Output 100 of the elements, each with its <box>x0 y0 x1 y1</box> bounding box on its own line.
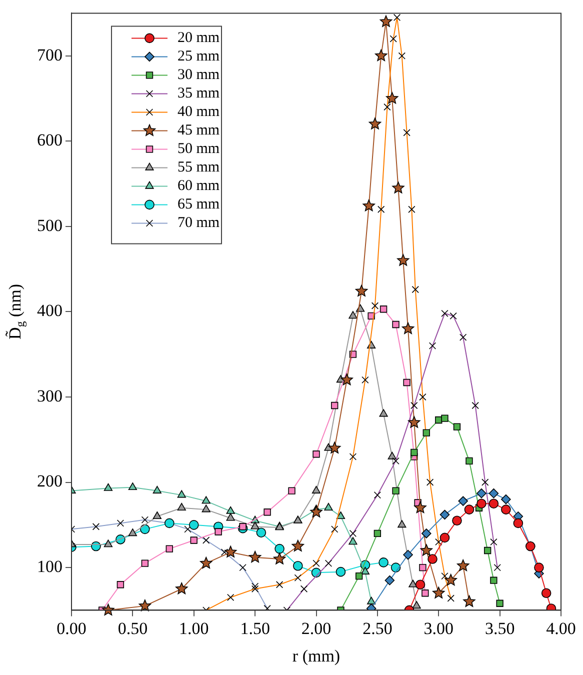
point <box>408 416 420 428</box>
point <box>402 322 414 334</box>
point <box>177 490 186 498</box>
point <box>292 540 304 552</box>
point <box>432 586 445 598</box>
point <box>496 600 504 607</box>
point <box>367 596 376 604</box>
point <box>422 429 430 436</box>
point <box>476 498 486 508</box>
point <box>264 508 271 516</box>
point <box>248 550 262 563</box>
point <box>288 487 296 494</box>
point <box>200 556 212 569</box>
point <box>397 254 410 266</box>
point <box>490 576 498 584</box>
point <box>214 528 222 536</box>
legend-label: 35 mm <box>178 86 220 102</box>
legend-label: 70 mm <box>178 215 220 232</box>
point <box>513 518 524 528</box>
point <box>310 506 322 518</box>
x-tick-label: 0.50 <box>118 618 148 638</box>
point <box>128 528 137 536</box>
point <box>273 552 286 564</box>
point <box>331 402 338 410</box>
point <box>398 520 406 528</box>
legend-label: 55 mm <box>178 160 220 176</box>
point <box>324 502 333 511</box>
point <box>202 504 210 512</box>
point <box>484 546 492 554</box>
point <box>420 544 432 556</box>
point <box>380 15 392 27</box>
point <box>226 506 235 514</box>
point <box>374 530 382 538</box>
point <box>356 572 363 580</box>
x-tick-label: 1.00 <box>179 618 209 638</box>
point <box>368 118 382 130</box>
point <box>488 498 499 508</box>
y-tick-label: 100 <box>37 557 62 576</box>
point <box>128 482 137 490</box>
x-axis-title: r (mm) <box>292 646 340 666</box>
x-tick-label: 3.50 <box>484 618 515 638</box>
x-tick-label: 0.00 <box>56 618 86 638</box>
point <box>415 580 426 590</box>
x-tick-label: 4.00 <box>546 618 576 638</box>
point <box>239 523 246 530</box>
x-tick-label: 2.00 <box>301 618 332 638</box>
point <box>463 595 476 607</box>
point <box>466 457 473 465</box>
point <box>476 488 486 498</box>
x-tick-label: 2.50 <box>362 618 392 638</box>
point <box>534 562 544 572</box>
point <box>152 511 162 520</box>
point <box>250 522 260 530</box>
legend-label: 20 mm <box>178 30 220 46</box>
point <box>414 501 426 514</box>
point <box>166 545 173 552</box>
x-tick-label: 1.50 <box>240 618 270 638</box>
point <box>453 423 461 430</box>
point <box>292 560 303 571</box>
point <box>176 582 188 594</box>
point <box>336 566 346 577</box>
point <box>421 528 432 538</box>
point <box>340 374 353 386</box>
point <box>224 546 237 558</box>
point <box>419 564 426 572</box>
point <box>458 496 468 506</box>
point <box>226 513 235 521</box>
legend-label: 45 mm <box>178 122 220 139</box>
point <box>388 452 396 460</box>
legend-label: 60 mm <box>178 178 220 194</box>
point <box>384 575 395 586</box>
point <box>380 306 388 313</box>
point <box>104 483 113 491</box>
x-tick-label: 3.00 <box>424 618 454 638</box>
point <box>464 504 474 514</box>
point <box>408 580 418 588</box>
point <box>412 601 421 609</box>
y-tick-label: 600 <box>37 130 62 150</box>
point <box>378 558 388 568</box>
point <box>348 537 358 545</box>
point <box>360 566 370 574</box>
point <box>501 494 511 504</box>
point <box>410 448 418 456</box>
point <box>152 486 162 494</box>
point <box>456 559 470 572</box>
point <box>188 520 199 530</box>
point <box>501 504 511 514</box>
point <box>441 414 448 422</box>
point <box>116 581 124 588</box>
point <box>440 510 450 520</box>
point <box>541 588 552 598</box>
legend-label: 25 mm <box>178 48 220 65</box>
y-tick-label: 400 <box>37 301 62 320</box>
legend-label: 50 mm <box>178 141 220 158</box>
point <box>362 200 375 212</box>
point <box>138 600 152 612</box>
point <box>392 320 400 328</box>
point <box>328 442 341 454</box>
point <box>140 524 150 534</box>
y-tick-label: 700 <box>37 45 62 64</box>
